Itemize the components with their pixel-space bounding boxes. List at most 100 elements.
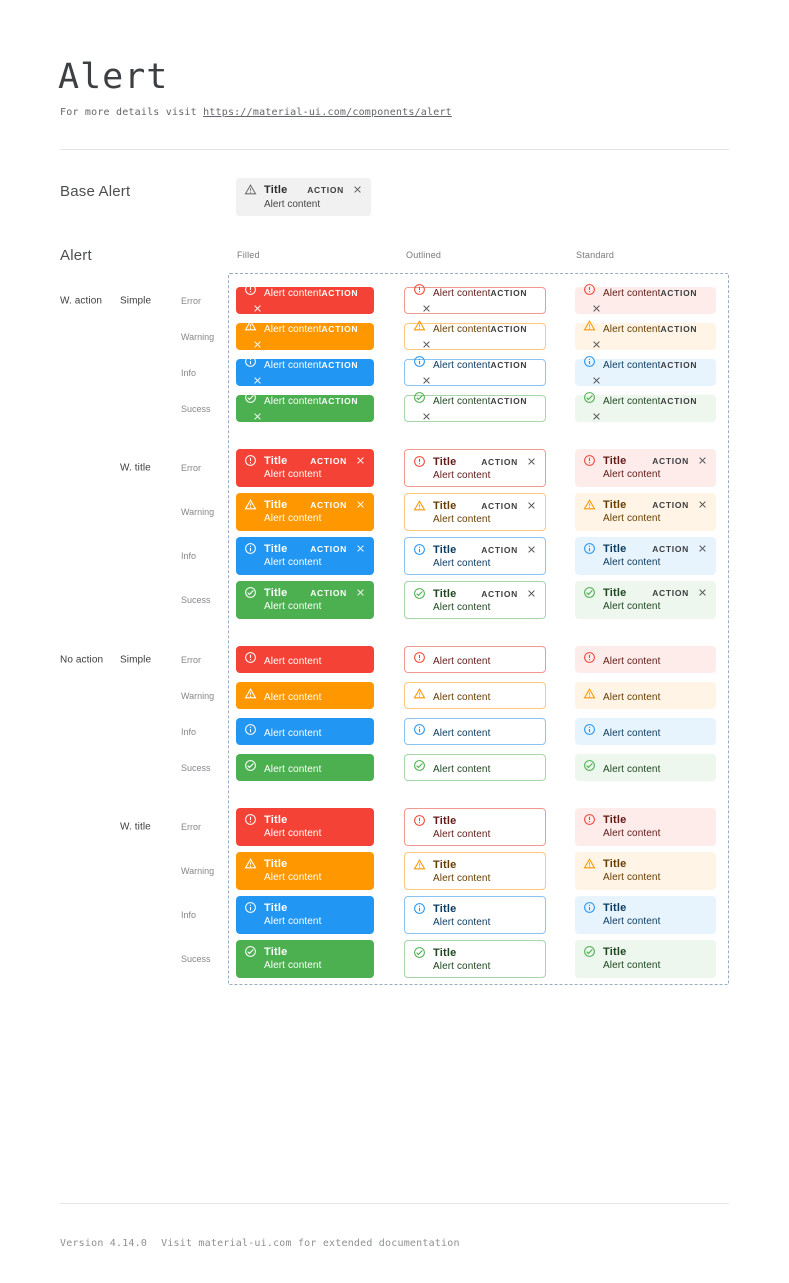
alert-title: Title [603,498,627,511]
alert-standard-error-no-action: Alert content [575,646,716,673]
error-icon [413,814,426,827]
close-button[interactable] [697,499,708,510]
close-button[interactable] [697,587,708,598]
action-button[interactable]: ACTION [652,499,689,510]
close-button[interactable] [591,375,602,386]
close-button[interactable] [591,339,602,350]
error-icon [244,813,257,826]
action-button[interactable]: ACTION [310,543,347,554]
action-button[interactable]: ACTION [660,323,698,334]
close-button[interactable] [355,455,366,466]
warning-icon [244,184,257,195]
alert-title: Title [603,454,627,467]
alert-line: Alert contentACTION [244,355,366,391]
alert-line: Title [413,946,537,959]
close-icon [357,457,364,464]
close-button[interactable] [526,456,537,467]
alert-line: Alert content [583,651,660,669]
close-icon [699,545,706,552]
close-button[interactable] [526,544,537,555]
action-button[interactable]: ACTION [652,543,689,554]
action-button[interactable]: ACTION [490,323,528,334]
close-button[interactable] [421,375,432,386]
action-button[interactable]: ACTION [321,287,359,298]
column-header-filled: Filled [237,250,260,260]
info-icon [414,355,425,367]
action-button[interactable]: ACTION [481,588,518,599]
docs-link[interactable]: https://material-ui.com/components/alert [203,107,452,118]
close-icon [423,376,430,384]
action-button[interactable]: ACTION [660,395,698,406]
close-button[interactable] [421,339,432,350]
warning-icon [244,319,257,330]
alert-line: Alert contentACTION [583,319,708,355]
warning-icon [583,687,596,700]
alert-line: Title ACTION [413,455,537,468]
action-button[interactable]: ACTION [652,587,689,598]
warning-icon [244,857,257,870]
severity-label-success: Sucess [181,954,211,964]
subtitle: For more details visit https://material-… [60,107,452,118]
close-button[interactable] [591,411,602,422]
alert-line: Title ACTION [244,454,366,467]
alert-filled-info: Alert contentACTION [236,355,374,386]
alert-title: Title [264,454,288,467]
action-button[interactable]: ACTION [481,500,518,511]
close-icon [593,304,600,312]
action-button[interactable]: ACTION [310,587,347,598]
close-icon [423,340,430,348]
subgroup-w-action-w-title: W. title Error Title ACTION Alert content Tit… [0,449,789,619]
action-button[interactable]: ACTION [490,287,528,298]
close-button[interactable] [355,499,366,510]
close-icon [254,340,261,348]
close-button[interactable] [526,588,537,599]
severity-label-warning: Warning [181,331,215,342]
alert-row: Info Title ACTION Alert content Title ACTION A… [0,537,729,575]
alert-outlined-info-titled: Title ACTION Alert content [404,537,546,575]
alert-filled-success-no-action: Alert content [236,754,374,781]
close-button[interactable] [697,543,708,554]
action-button[interactable]: ACTION [307,184,344,195]
close-button[interactable] [352,184,363,195]
action-button[interactable]: ACTION [490,359,528,370]
footer: Version 4.14.0 Visit material-ui.com for … [60,1238,460,1249]
close-button[interactable] [252,303,263,314]
close-button[interactable] [526,500,537,511]
action-button[interactable]: ACTION [660,359,698,370]
close-button[interactable] [252,339,263,350]
alert-content: Alert content [264,727,322,739]
close-button[interactable] [355,543,366,554]
alert-line: Alert content [583,759,660,777]
action-button[interactable]: ACTION [490,395,528,406]
alert-title: Title [603,813,627,826]
action-button[interactable]: ACTION [321,395,359,406]
action-button[interactable]: ACTION [652,455,689,466]
close-button[interactable] [421,411,432,422]
alert-content: Alert content [264,763,322,775]
warning-icon [413,500,426,511]
alert-standard-warning-titled: Title ACTION Alert content [575,493,716,531]
close-button[interactable] [252,411,263,422]
close-button[interactable] [697,455,708,466]
close-button[interactable] [591,303,602,314]
action-button[interactable]: ACTION [481,456,518,467]
action-button[interactable]: ACTION [310,499,347,510]
warning-icon [244,687,257,700]
close-button[interactable] [355,587,366,598]
alert-content: Alert content [264,513,322,524]
alert-row: Warning Title Alert content Title Alert cont… [0,852,729,890]
action-button[interactable]: ACTION [481,544,518,555]
action-button[interactable]: ACTION [660,287,698,298]
action-button[interactable]: ACTION [321,323,359,334]
alert-content: Alert content [603,469,661,480]
action-button[interactable]: ACTION [310,455,347,466]
info-icon [583,723,596,736]
close-button[interactable] [421,303,432,314]
success-icon [245,391,256,403]
alert-content: Alert content [264,287,322,299]
close-button[interactable] [252,375,263,386]
alert-line: Alert contentACTION [413,283,537,319]
success-icon [583,759,596,772]
action-button[interactable]: ACTION [321,359,359,370]
